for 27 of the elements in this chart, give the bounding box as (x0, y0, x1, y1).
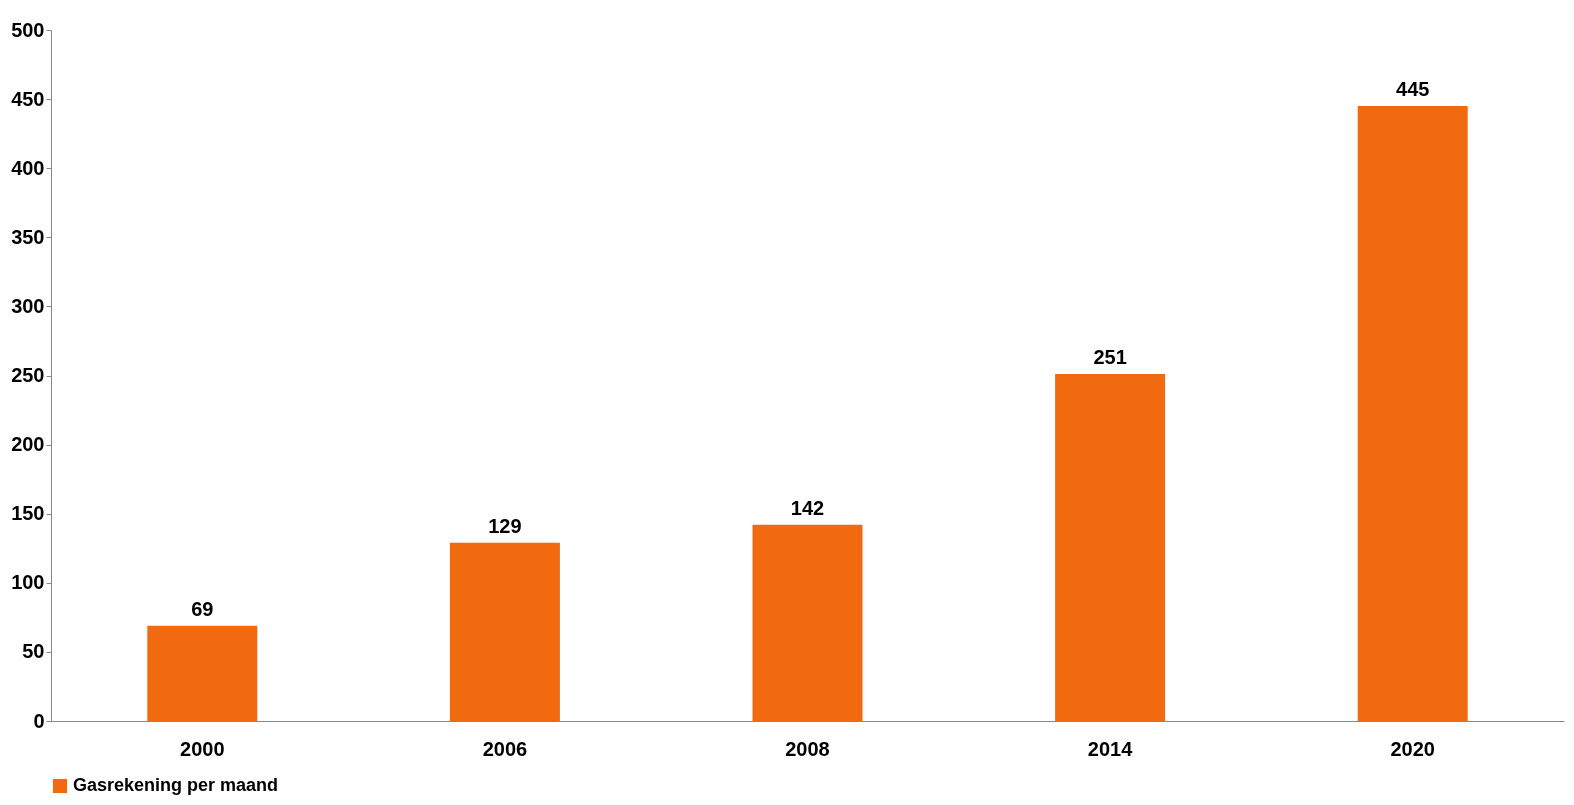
bar (147, 625, 258, 721)
bar (1357, 106, 1468, 721)
y-tick-label: 0 (33, 709, 45, 732)
y-tick-label: 400 (11, 156, 45, 179)
x-tick-label: 2006 (482, 737, 528, 760)
bar (752, 524, 863, 721)
y-tick-label: 100 (11, 571, 45, 594)
x-tick-label: 2020 (1390, 737, 1435, 760)
y-tick-label: 350 (11, 225, 45, 248)
bar (449, 542, 560, 721)
y-tick-label: 50 (22, 640, 45, 663)
data-label: 142 (790, 496, 825, 519)
data-label: 69 (191, 597, 214, 620)
y-tick-label: 250 (11, 364, 45, 386)
x-tick-label: 2008 (785, 737, 830, 760)
y-tick-label: 300 (11, 294, 45, 317)
y-tick-label: 150 (11, 502, 45, 525)
data-label: 251 (1093, 346, 1127, 369)
x-tick-label: 2000 (180, 737, 225, 760)
y-tick-label: 500 (11, 18, 45, 41)
y-tick-label: 450 (11, 87, 45, 110)
bar (1055, 374, 1166, 721)
y-tick-label: 200 (11, 433, 45, 456)
legend-label: Gasrekening per maand (73, 775, 279, 795)
data-label: 129 (488, 514, 522, 537)
x-tick-label: 2014 (1087, 737, 1134, 760)
data-label: 445 (1396, 78, 1430, 101)
